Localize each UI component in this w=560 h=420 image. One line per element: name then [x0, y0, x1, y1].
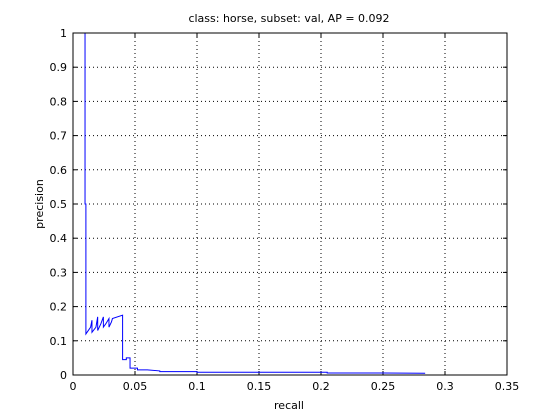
plot-area: 0 0.05 0.1 0.15 0.2 0.25 0.3 0.35 0 0.1 0.2 0.3 0.4 0… [50, 27, 520, 393]
y-tick-label: 0.8 [50, 95, 68, 108]
y-tick-label: 0.1 [50, 335, 68, 348]
y-tick-label: 0.5 [50, 198, 68, 211]
axes-box [72, 32, 508, 376]
y-tick-label: 0.3 [50, 266, 68, 279]
precision-recall-line [84, 33, 426, 374]
y-tick-label: 0.6 [50, 164, 68, 177]
x-tick-label: 0 [70, 380, 77, 393]
x-tick-label: 0.15 [247, 380, 272, 393]
x-axis-label: recall [274, 399, 304, 412]
chart-title: class: horse, subset: val, AP = 0.092 [188, 12, 389, 25]
y-tick-label: 0.7 [50, 130, 68, 143]
x-tick-label: 0.05 [123, 380, 148, 393]
x-tick-label: 0.3 [436, 380, 454, 393]
y-tick-label: 0.4 [50, 232, 68, 245]
x-tick-label: 0.35 [495, 380, 520, 393]
y-tick-label: 0 [60, 369, 67, 382]
x-tick-label: 0.25 [371, 380, 396, 393]
y-tick-label: 0.2 [50, 301, 68, 314]
x-tick-label: 0.1 [188, 380, 206, 393]
y-tick-label: 1 [60, 27, 67, 40]
y-axis-label: precision [33, 179, 46, 229]
x-tick-label: 0.2 [312, 380, 330, 393]
y-tick-label: 0.9 [50, 61, 68, 74]
